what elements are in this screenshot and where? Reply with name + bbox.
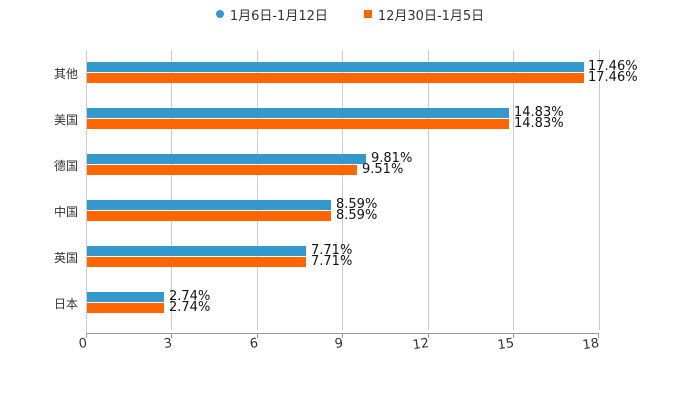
bar-series-2[interactable] — [87, 211, 331, 221]
gridline — [599, 50, 600, 330]
x-tick — [428, 333, 429, 338]
gridline — [428, 50, 429, 330]
circle-marker-icon — [215, 10, 224, 18]
x-tick-label: 6 — [248, 336, 260, 353]
bar-series-1[interactable] — [87, 246, 306, 256]
value-label: 14.83% — [514, 105, 564, 120]
category-label: 英国 — [53, 251, 78, 265]
x-tick — [257, 333, 258, 338]
x-tick — [86, 333, 87, 338]
bar-series-2[interactable] — [87, 165, 357, 175]
bar-series-1[interactable] — [87, 292, 164, 302]
x-tick-label: 15 — [496, 336, 516, 354]
legend-item-series-1[interactable]: 1月6日-1月12日 — [215, 4, 328, 24]
category-label: 中国 — [53, 205, 78, 219]
value-label: 9.51% — [362, 162, 404, 177]
value-label: 2.74% — [169, 300, 211, 315]
x-tick — [171, 333, 172, 338]
gridline — [171, 50, 172, 330]
y-axis-line — [86, 50, 87, 334]
gridline — [342, 50, 343, 330]
bar-series-1[interactable] — [87, 62, 584, 72]
category-label: 德国 — [53, 159, 78, 173]
gridline — [513, 50, 514, 330]
bar-series-2[interactable] — [87, 257, 306, 267]
chart-legend: 1月6日-1月12日 12月30日-1月5日 — [0, 4, 700, 24]
x-tick-label: 0 — [77, 336, 89, 353]
bar-series-1[interactable] — [87, 108, 509, 118]
bar-series-2[interactable] — [87, 73, 584, 83]
x-tick — [342, 333, 343, 338]
legend-label: 1月6日-1月12日 — [229, 8, 328, 24]
value-label: 17.46% — [588, 70, 638, 85]
value-label: 14.83% — [514, 116, 564, 131]
square-marker-icon — [363, 10, 372, 18]
bar-series-2[interactable] — [87, 303, 164, 313]
category-label: 日本 — [53, 297, 78, 311]
category-label: 其他 — [53, 67, 78, 81]
gridline — [257, 50, 258, 330]
bar-series-1[interactable] — [87, 200, 331, 210]
x-tick-label: 3 — [162, 336, 174, 353]
value-label: 8.59% — [336, 197, 378, 212]
x-tick-label: 9 — [333, 336, 345, 353]
category-label: 美国 — [53, 113, 78, 127]
value-label: 8.59% — [336, 208, 378, 223]
x-tick-label: 12 — [411, 336, 431, 354]
bar-series-1[interactable] — [87, 154, 366, 164]
legend-label: 12月30日-1月5日 — [377, 8, 485, 24]
value-label: 9.81% — [371, 151, 413, 166]
bar-series-2[interactable] — [87, 119, 509, 129]
value-label: 2.74% — [169, 289, 211, 304]
x-tick — [513, 333, 514, 338]
x-tick — [598, 333, 599, 338]
x-tick-label: 18 — [581, 336, 601, 354]
legend-item-series-2[interactable]: 12月30日-1月5日 — [363, 4, 485, 24]
value-label: 17.46% — [588, 59, 638, 74]
value-label: 7.71% — [311, 243, 353, 258]
value-label: 7.71% — [311, 254, 353, 269]
